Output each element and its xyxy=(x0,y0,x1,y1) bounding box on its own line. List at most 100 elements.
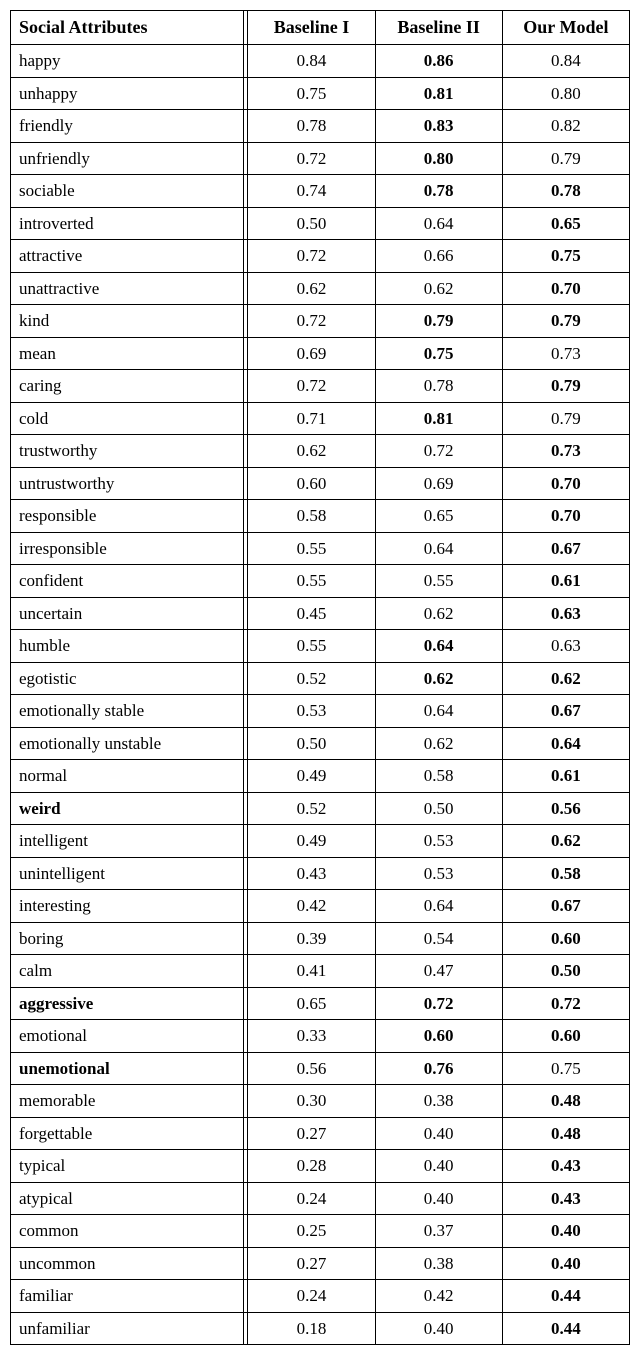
baseline1-cell: 0.69 xyxy=(248,337,375,370)
baseline1-cell: 0.72 xyxy=(248,142,375,175)
table-row: aggressive0.650.720.72 xyxy=(11,987,630,1020)
ourmodel-cell: 0.63 xyxy=(502,597,629,630)
table-row: sociable0.740.780.78 xyxy=(11,175,630,208)
baseline1-cell: 0.60 xyxy=(248,467,375,500)
attr-cell: mean xyxy=(11,337,248,370)
baseline2-cell: 0.64 xyxy=(375,695,502,728)
table-row: introverted0.500.640.65 xyxy=(11,207,630,240)
table-row: egotistic0.520.620.62 xyxy=(11,662,630,695)
table-row: calm0.410.470.50 xyxy=(11,955,630,988)
baseline2-cell: 0.80 xyxy=(375,142,502,175)
table-row: unattractive0.620.620.70 xyxy=(11,272,630,305)
attr-cell: aggressive xyxy=(11,987,248,1020)
ourmodel-cell: 0.75 xyxy=(502,1052,629,1085)
baseline1-cell: 0.30 xyxy=(248,1085,375,1118)
ourmodel-cell: 0.72 xyxy=(502,987,629,1020)
ourmodel-cell: 0.65 xyxy=(502,207,629,240)
attr-cell: boring xyxy=(11,922,248,955)
baseline2-cell: 0.75 xyxy=(375,337,502,370)
ourmodel-cell: 0.48 xyxy=(502,1117,629,1150)
baseline2-cell: 0.38 xyxy=(375,1085,502,1118)
baseline1-cell: 0.62 xyxy=(248,435,375,468)
attr-cell: memorable xyxy=(11,1085,248,1118)
baseline2-cell: 0.64 xyxy=(375,630,502,663)
baseline2-cell: 0.83 xyxy=(375,110,502,143)
table-row: familiar0.240.420.44 xyxy=(11,1280,630,1313)
baseline1-cell: 0.24 xyxy=(248,1280,375,1313)
attr-cell: unemotional xyxy=(11,1052,248,1085)
baseline2-cell: 0.64 xyxy=(375,532,502,565)
table-row: caring0.720.780.79 xyxy=(11,370,630,403)
col-header-baseline1: Baseline I xyxy=(248,11,375,45)
ourmodel-cell: 0.80 xyxy=(502,77,629,110)
baseline2-cell: 0.64 xyxy=(375,207,502,240)
ourmodel-cell: 0.43 xyxy=(502,1150,629,1183)
baseline2-cell: 0.53 xyxy=(375,857,502,890)
table-row: typical0.280.400.43 xyxy=(11,1150,630,1183)
baseline1-cell: 0.58 xyxy=(248,500,375,533)
ourmodel-cell: 0.70 xyxy=(502,467,629,500)
table-row: confident0.550.550.61 xyxy=(11,565,630,598)
attr-cell: interesting xyxy=(11,890,248,923)
attr-cell: kind xyxy=(11,305,248,338)
baseline2-cell: 0.78 xyxy=(375,175,502,208)
baseline2-cell: 0.42 xyxy=(375,1280,502,1313)
baseline1-cell: 0.33 xyxy=(248,1020,375,1053)
table-row: happy0.840.860.84 xyxy=(11,45,630,78)
baseline1-cell: 0.49 xyxy=(248,760,375,793)
attr-cell: intelligent xyxy=(11,825,248,858)
attr-cell: atypical xyxy=(11,1182,248,1215)
attr-cell: unintelligent xyxy=(11,857,248,890)
ourmodel-cell: 0.70 xyxy=(502,272,629,305)
attr-cell: attractive xyxy=(11,240,248,273)
table-row: emotionally unstable0.500.620.64 xyxy=(11,727,630,760)
ourmodel-cell: 0.73 xyxy=(502,435,629,468)
baseline2-cell: 0.55 xyxy=(375,565,502,598)
ourmodel-cell: 0.56 xyxy=(502,792,629,825)
attr-cell: uncertain xyxy=(11,597,248,630)
ourmodel-cell: 0.70 xyxy=(502,500,629,533)
baseline2-cell: 0.40 xyxy=(375,1117,502,1150)
ourmodel-cell: 0.64 xyxy=(502,727,629,760)
ourmodel-cell: 0.82 xyxy=(502,110,629,143)
ourmodel-cell: 0.61 xyxy=(502,565,629,598)
ourmodel-cell: 0.79 xyxy=(502,305,629,338)
baseline2-cell: 0.40 xyxy=(375,1312,502,1345)
baseline2-cell: 0.58 xyxy=(375,760,502,793)
ourmodel-cell: 0.43 xyxy=(502,1182,629,1215)
baseline1-cell: 0.62 xyxy=(248,272,375,305)
attr-cell: caring xyxy=(11,370,248,403)
baseline1-cell: 0.72 xyxy=(248,370,375,403)
table-row: humble0.550.640.63 xyxy=(11,630,630,663)
attr-cell: responsible xyxy=(11,500,248,533)
ourmodel-cell: 0.40 xyxy=(502,1215,629,1248)
baseline1-cell: 0.74 xyxy=(248,175,375,208)
baseline1-cell: 0.72 xyxy=(248,305,375,338)
attr-cell: unhappy xyxy=(11,77,248,110)
baseline2-cell: 0.54 xyxy=(375,922,502,955)
ourmodel-cell: 0.58 xyxy=(502,857,629,890)
ourmodel-cell: 0.67 xyxy=(502,890,629,923)
table-row: kind0.720.790.79 xyxy=(11,305,630,338)
table-row: attractive0.720.660.75 xyxy=(11,240,630,273)
attr-cell: sociable xyxy=(11,175,248,208)
baseline2-cell: 0.62 xyxy=(375,272,502,305)
table-row: unintelligent0.430.530.58 xyxy=(11,857,630,890)
baseline1-cell: 0.39 xyxy=(248,922,375,955)
baseline1-cell: 0.78 xyxy=(248,110,375,143)
ourmodel-cell: 0.50 xyxy=(502,955,629,988)
col-header-ourmodel: Our Model xyxy=(502,11,629,45)
baseline2-cell: 0.79 xyxy=(375,305,502,338)
baseline2-cell: 0.78 xyxy=(375,370,502,403)
ourmodel-cell: 0.44 xyxy=(502,1312,629,1345)
baseline2-cell: 0.81 xyxy=(375,402,502,435)
baseline2-cell: 0.50 xyxy=(375,792,502,825)
baseline1-cell: 0.55 xyxy=(248,565,375,598)
ourmodel-cell: 0.44 xyxy=(502,1280,629,1313)
ourmodel-cell: 0.79 xyxy=(502,402,629,435)
baseline1-cell: 0.56 xyxy=(248,1052,375,1085)
results-table: Social Attributes Baseline I Baseline II… xyxy=(10,10,630,1345)
attr-cell: familiar xyxy=(11,1280,248,1313)
ourmodel-cell: 0.84 xyxy=(502,45,629,78)
baseline1-cell: 0.52 xyxy=(248,792,375,825)
